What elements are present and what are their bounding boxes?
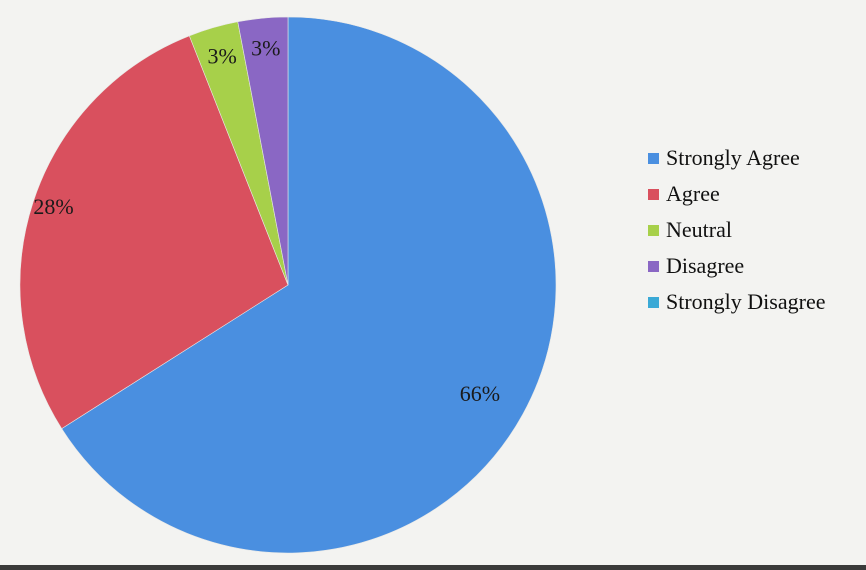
pie-slices <box>19 16 557 554</box>
pie-label-agree: 28% <box>33 194 73 219</box>
pie-slice-disagree[interactable] <box>237 16 289 286</box>
pie-label-strongly-agree: 66% <box>460 381 500 406</box>
pie-label-neutral: 3% <box>208 44 237 69</box>
pie-slice-strongly-agree[interactable] <box>61 16 557 554</box>
legend-swatch-strongly-disagree <box>648 296 659 308</box>
pie-label-disagree: 3% <box>251 35 280 60</box>
bottom-border <box>0 565 866 570</box>
legend-item-neutral[interactable]: Neutral <box>648 212 825 248</box>
legend-label-strongly-agree: Strongly Agree <box>666 145 800 170</box>
legend-item-agree[interactable]: Agree <box>648 176 825 212</box>
legend-item-disagree[interactable]: Disagree <box>648 248 825 284</box>
legend-swatch-strongly-agree <box>648 152 659 164</box>
legend-swatch-disagree <box>648 260 659 272</box>
legend-item-strongly-agree[interactable]: Strongly Agree <box>648 140 825 176</box>
pie-value-labels: 66% 28% 3% 3% <box>33 35 500 406</box>
legend-swatch-agree <box>648 188 659 200</box>
legend-label-strongly-disagree: Strongly Disagree <box>666 289 826 314</box>
legend-swatch-neutral <box>648 224 659 236</box>
legend-label-neutral: Neutral <box>666 217 732 242</box>
legend-label-disagree: Disagree <box>666 253 745 278</box>
legend-item-strongly-disagree[interactable]: Strongly Disagree <box>648 284 825 320</box>
chart-legend: Strongly Agree Agree Neutral Disagree St… <box>648 140 825 320</box>
pie-slice-agree[interactable] <box>19 35 289 430</box>
legend-label-agree: Agree <box>666 181 720 206</box>
